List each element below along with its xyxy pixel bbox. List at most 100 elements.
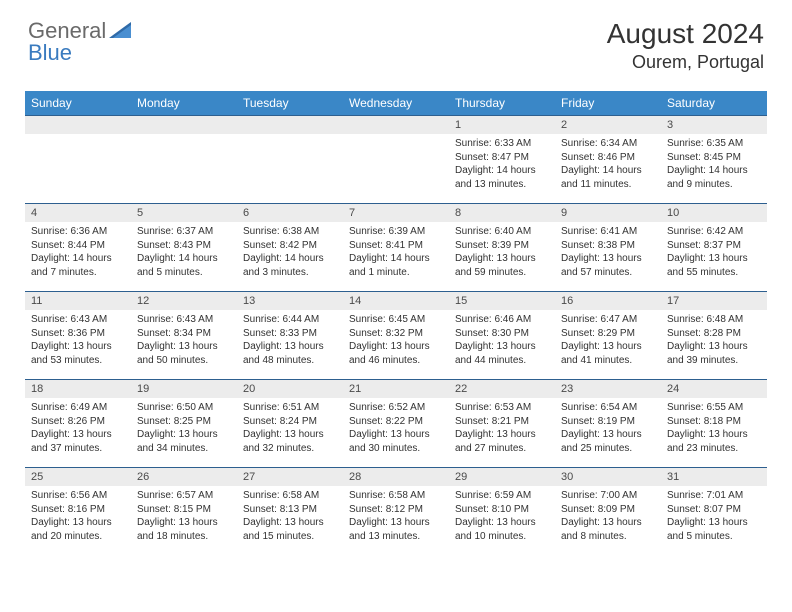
- dayhead-mon: Monday: [131, 91, 237, 116]
- day-cell: 8Sunrise: 6:40 AMSunset: 8:39 PMDaylight…: [449, 204, 555, 292]
- sunset-line: Sunset: 8:22 PM: [349, 415, 443, 429]
- day-details: Sunrise: 6:51 AMSunset: 8:24 PMDaylight:…: [237, 398, 343, 459]
- daylight-line: and 7 minutes.: [31, 266, 125, 280]
- daylight-line: Daylight: 13 hours: [561, 428, 655, 442]
- daylight-line: Daylight: 13 hours: [137, 516, 231, 530]
- day-number-empty: [131, 116, 237, 134]
- daylight-line: and 39 minutes.: [667, 354, 761, 368]
- day-details: Sunrise: 6:54 AMSunset: 8:19 PMDaylight:…: [555, 398, 661, 459]
- sunset-line: Sunset: 8:15 PM: [137, 503, 231, 517]
- day-number-empty: [343, 116, 449, 134]
- sunset-line: Sunset: 8:09 PM: [561, 503, 655, 517]
- day-details: Sunrise: 6:39 AMSunset: 8:41 PMDaylight:…: [343, 222, 449, 283]
- sunset-line: Sunset: 8:30 PM: [455, 327, 549, 341]
- sunset-line: Sunset: 8:16 PM: [31, 503, 125, 517]
- sunrise-line: Sunrise: 6:35 AM: [667, 137, 761, 151]
- daylight-line: and 41 minutes.: [561, 354, 655, 368]
- sunrise-line: Sunrise: 6:48 AM: [667, 313, 761, 327]
- week-row: 25Sunrise: 6:56 AMSunset: 8:16 PMDayligh…: [25, 468, 767, 556]
- daylight-line: Daylight: 13 hours: [349, 428, 443, 442]
- dayhead-fri: Friday: [555, 91, 661, 116]
- daylight-line: Daylight: 14 hours: [455, 164, 549, 178]
- sunrise-line: Sunrise: 6:47 AM: [561, 313, 655, 327]
- day-cell: 12Sunrise: 6:43 AMSunset: 8:34 PMDayligh…: [131, 292, 237, 380]
- day-cell: 17Sunrise: 6:48 AMSunset: 8:28 PMDayligh…: [661, 292, 767, 380]
- logo: General Blue: [28, 18, 138, 66]
- sunrise-line: Sunrise: 7:01 AM: [667, 489, 761, 503]
- day-cell: [237, 116, 343, 204]
- day-number: 28: [343, 468, 449, 486]
- sunrise-line: Sunrise: 6:50 AM: [137, 401, 231, 415]
- day-details: Sunrise: 6:36 AMSunset: 8:44 PMDaylight:…: [25, 222, 131, 283]
- sunrise-line: Sunrise: 6:49 AM: [31, 401, 125, 415]
- sunset-line: Sunset: 8:37 PM: [667, 239, 761, 253]
- sunrise-line: Sunrise: 6:57 AM: [137, 489, 231, 503]
- sunset-line: Sunset: 8:44 PM: [31, 239, 125, 253]
- sunrise-line: Sunrise: 7:00 AM: [561, 489, 655, 503]
- day-cell: 18Sunrise: 6:49 AMSunset: 8:26 PMDayligh…: [25, 380, 131, 468]
- day-number: 24: [661, 380, 767, 398]
- header: General Blue August 2024 Ourem, Portugal: [0, 0, 792, 83]
- month-title: August 2024: [607, 18, 764, 50]
- day-details: Sunrise: 6:47 AMSunset: 8:29 PMDaylight:…: [555, 310, 661, 371]
- day-details: Sunrise: 6:33 AMSunset: 8:47 PMDaylight:…: [449, 134, 555, 195]
- daylight-line: and 15 minutes.: [243, 530, 337, 544]
- sunrise-line: Sunrise: 6:56 AM: [31, 489, 125, 503]
- daylight-line: and 9 minutes.: [667, 178, 761, 192]
- title-block: August 2024 Ourem, Portugal: [607, 18, 764, 73]
- day-details: Sunrise: 7:00 AMSunset: 8:09 PMDaylight:…: [555, 486, 661, 547]
- sunset-line: Sunset: 8:13 PM: [243, 503, 337, 517]
- daylight-line: and 5 minutes.: [667, 530, 761, 544]
- week-row: 11Sunrise: 6:43 AMSunset: 8:36 PMDayligh…: [25, 292, 767, 380]
- sunset-line: Sunset: 8:46 PM: [561, 151, 655, 165]
- day-number: 31: [661, 468, 767, 486]
- sunset-line: Sunset: 8:28 PM: [667, 327, 761, 341]
- day-cell: 13Sunrise: 6:44 AMSunset: 8:33 PMDayligh…: [237, 292, 343, 380]
- day-number: 12: [131, 292, 237, 310]
- daylight-line: Daylight: 13 hours: [31, 340, 125, 354]
- sunrise-line: Sunrise: 6:33 AM: [455, 137, 549, 151]
- day-number: 19: [131, 380, 237, 398]
- sunrise-line: Sunrise: 6:34 AM: [561, 137, 655, 151]
- daylight-line: Daylight: 13 hours: [31, 428, 125, 442]
- sunset-line: Sunset: 8:47 PM: [455, 151, 549, 165]
- day-number: 20: [237, 380, 343, 398]
- daylight-line: and 32 minutes.: [243, 442, 337, 456]
- sunrise-line: Sunrise: 6:54 AM: [561, 401, 655, 415]
- calendar-table: Sunday Monday Tuesday Wednesday Thursday…: [25, 91, 767, 556]
- daylight-line: Daylight: 13 hours: [667, 252, 761, 266]
- day-cell: 27Sunrise: 6:58 AMSunset: 8:13 PMDayligh…: [237, 468, 343, 556]
- daylight-line: and 3 minutes.: [243, 266, 337, 280]
- day-number: 1: [449, 116, 555, 134]
- daylight-line: Daylight: 13 hours: [243, 428, 337, 442]
- daylight-line: Daylight: 13 hours: [561, 340, 655, 354]
- day-cell: 4Sunrise: 6:36 AMSunset: 8:44 PMDaylight…: [25, 204, 131, 292]
- daylight-line: Daylight: 13 hours: [349, 516, 443, 530]
- day-number: 30: [555, 468, 661, 486]
- sunrise-line: Sunrise: 6:40 AM: [455, 225, 549, 239]
- day-number: 14: [343, 292, 449, 310]
- day-cell: 21Sunrise: 6:52 AMSunset: 8:22 PMDayligh…: [343, 380, 449, 468]
- sunset-line: Sunset: 8:34 PM: [137, 327, 231, 341]
- sunrise-line: Sunrise: 6:53 AM: [455, 401, 549, 415]
- day-cell: 14Sunrise: 6:45 AMSunset: 8:32 PMDayligh…: [343, 292, 449, 380]
- day-number: 27: [237, 468, 343, 486]
- sunset-line: Sunset: 8:32 PM: [349, 327, 443, 341]
- daylight-line: and 18 minutes.: [137, 530, 231, 544]
- day-details: Sunrise: 6:34 AMSunset: 8:46 PMDaylight:…: [555, 134, 661, 195]
- daylight-line: and 5 minutes.: [137, 266, 231, 280]
- day-cell: 5Sunrise: 6:37 AMSunset: 8:43 PMDaylight…: [131, 204, 237, 292]
- day-cell: 26Sunrise: 6:57 AMSunset: 8:15 PMDayligh…: [131, 468, 237, 556]
- day-cell: 20Sunrise: 6:51 AMSunset: 8:24 PMDayligh…: [237, 380, 343, 468]
- daylight-line: and 25 minutes.: [561, 442, 655, 456]
- sunset-line: Sunset: 8:26 PM: [31, 415, 125, 429]
- sunset-line: Sunset: 8:24 PM: [243, 415, 337, 429]
- day-cell: 6Sunrise: 6:38 AMSunset: 8:42 PMDaylight…: [237, 204, 343, 292]
- sunrise-line: Sunrise: 6:58 AM: [349, 489, 443, 503]
- day-cell: 2Sunrise: 6:34 AMSunset: 8:46 PMDaylight…: [555, 116, 661, 204]
- sunrise-line: Sunrise: 6:51 AM: [243, 401, 337, 415]
- day-header-row: Sunday Monday Tuesday Wednesday Thursday…: [25, 91, 767, 116]
- location-label: Ourem, Portugal: [607, 52, 764, 73]
- day-details: Sunrise: 6:53 AMSunset: 8:21 PMDaylight:…: [449, 398, 555, 459]
- day-cell: 10Sunrise: 6:42 AMSunset: 8:37 PMDayligh…: [661, 204, 767, 292]
